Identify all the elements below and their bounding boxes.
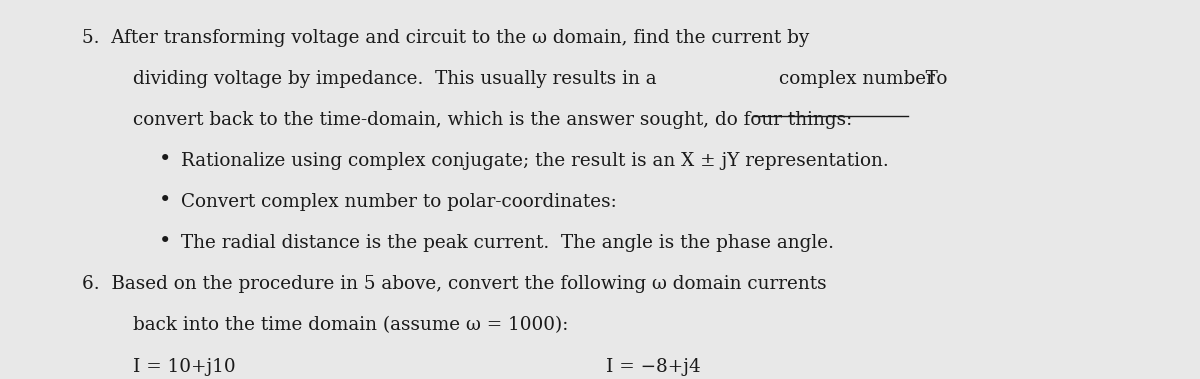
Text: I = 10+j10: I = 10+j10	[133, 358, 235, 376]
Text: 5.  After transforming voltage and circuit to the ω domain, find the current by: 5. After transforming voltage and circui…	[82, 28, 809, 47]
Text: The radial distance is the peak current.  The angle is the phase angle.: The radial distance is the peak current.…	[180, 234, 834, 252]
Text: complex number: complex number	[779, 70, 935, 88]
Text: I = −8+j4: I = −8+j4	[606, 358, 701, 376]
Text: •: •	[158, 191, 172, 210]
Text: convert back to the time-domain, which is the answer sought, do four things:: convert back to the time-domain, which i…	[133, 111, 852, 129]
Text: Convert complex number to polar-coordinates:: Convert complex number to polar-coordina…	[180, 193, 617, 211]
Text: back into the time domain (assume ω = 1000):: back into the time domain (assume ω = 10…	[133, 316, 569, 335]
Text: dividing voltage by impedance.  This usually results in a: dividing voltage by impedance. This usua…	[133, 70, 662, 88]
Text: .  To: . To	[908, 70, 948, 88]
Text: 6.  Based on the procedure in 5 above, convert the following ω domain currents: 6. Based on the procedure in 5 above, co…	[82, 276, 827, 293]
Text: •: •	[158, 150, 172, 169]
Text: •: •	[158, 232, 172, 252]
Text: Rationalize using complex conjugate; the result is an X ± jY representation.: Rationalize using complex conjugate; the…	[180, 152, 888, 170]
